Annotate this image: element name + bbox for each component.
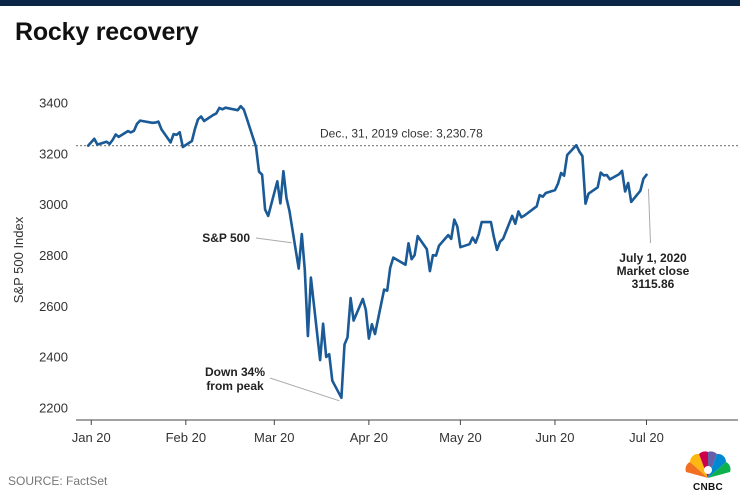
cnbc-logo: CNBC — [682, 448, 734, 496]
x-tick-label: Apr 20 — [350, 430, 388, 445]
peacock-icon — [685, 451, 731, 478]
logo-text: CNBC — [692, 482, 724, 493]
chart-title: Rocky recovery — [15, 18, 199, 46]
y-tick-label: 2600 — [39, 299, 68, 314]
y-tick-label: 3000 — [39, 197, 68, 212]
series-label: S&P 500 — [202, 231, 250, 245]
series-label-leader — [255, 237, 292, 244]
x-tick-label: Jan 20 — [72, 430, 111, 445]
close-label-line2: Market close — [617, 264, 690, 278]
y-tick-label: 2800 — [39, 248, 68, 263]
y-tick-label: 3400 — [39, 96, 68, 111]
trough-label-line1: Down 34% — [205, 365, 265, 379]
source-note: SOURCE: FactSet — [8, 474, 108, 488]
x-tick-label: May 20 — [439, 430, 482, 445]
y-tick-label: 2400 — [39, 350, 68, 365]
x-tick-label: Jun 20 — [535, 430, 574, 445]
close-label-line1: July 1, 2020 — [619, 251, 687, 265]
close-label-line3: 3115.86 — [632, 277, 675, 291]
x-tick-label: Mar 20 — [254, 430, 294, 445]
trough-label-line2: from peak — [206, 379, 264, 393]
sp500-line — [86, 104, 648, 400]
x-tick-label: Feb 20 — [166, 430, 206, 445]
close-label-leader — [647, 188, 651, 244]
y-axis-label: S&P 500 Index — [11, 216, 26, 303]
top-bar — [0, 0, 740, 6]
x-tick-label: Jul 20 — [629, 430, 664, 445]
trough-label-leader — [269, 377, 340, 402]
y-tick-label: 2200 — [39, 400, 68, 415]
reference-label: Dec., 31, 2019 close: 3,230.78 — [320, 127, 483, 141]
y-tick-label: 3200 — [39, 146, 68, 161]
